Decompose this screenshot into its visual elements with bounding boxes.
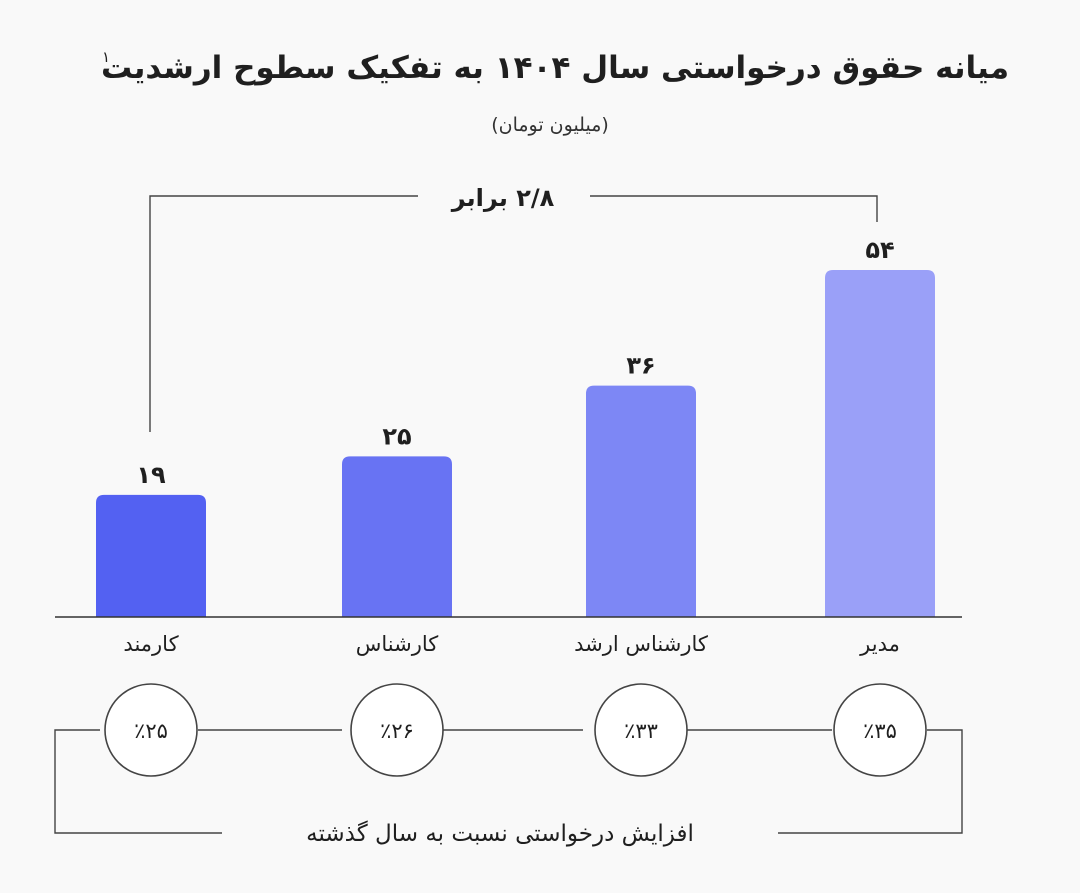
chart-subtitle: (میلیون تومان)	[491, 114, 609, 136]
bar-2	[342, 456, 452, 617]
growth-percent-label: ٪۲۵	[134, 719, 168, 743]
chart-title: میانه حقوق درخواستی سال ۱۴۰۴ به تفکیک سط…	[101, 50, 1009, 86]
bar-value-label: ۳۶	[626, 352, 655, 380]
category-label: کارمند	[123, 632, 178, 656]
bar-value-label: ۱۹	[136, 461, 166, 489]
growth-connector-left	[54, 729, 222, 834]
bar-value-label: ۵۴	[865, 236, 894, 264]
title-footnote-marker: ۱	[102, 48, 110, 66]
growth-percent-label: ٪۲۶	[380, 719, 414, 743]
growth-percent-label: ٪۳۳	[624, 719, 658, 743]
category-label: مدیر	[859, 632, 900, 656]
growth-circle	[350, 683, 444, 777]
category-label: کارشناس ارشد	[574, 632, 708, 656]
ratio-bracket-left	[149, 195, 418, 432]
growth-group: ٪۲۵ ٪۲۶ ٪۳۳ ٪۳۵	[104, 683, 927, 777]
growth-circle	[104, 683, 198, 777]
bar-value-label: ۲۵	[382, 422, 411, 450]
growth-caption: افزایش درخواستی نسبت به سال گذشته	[306, 820, 694, 847]
growth-circle	[833, 683, 927, 777]
bar-1	[96, 494, 206, 617]
category-label: کارشناس	[356, 632, 439, 656]
bar-4	[825, 270, 935, 617]
growth-connector-right	[778, 729, 963, 834]
ratio-label: ۲/۸ برابر	[451, 184, 555, 212]
ratio-bracket-right	[590, 195, 878, 222]
growth-percent-label: ٪۳۵	[863, 719, 897, 743]
bar-3	[586, 385, 696, 617]
bars-group: ۱۹ کارمند ۲۵ کارشناس ۳۶ کارشناس ارشد ۵۴ مدیر	[96, 236, 935, 656]
growth-circle	[594, 683, 688, 777]
